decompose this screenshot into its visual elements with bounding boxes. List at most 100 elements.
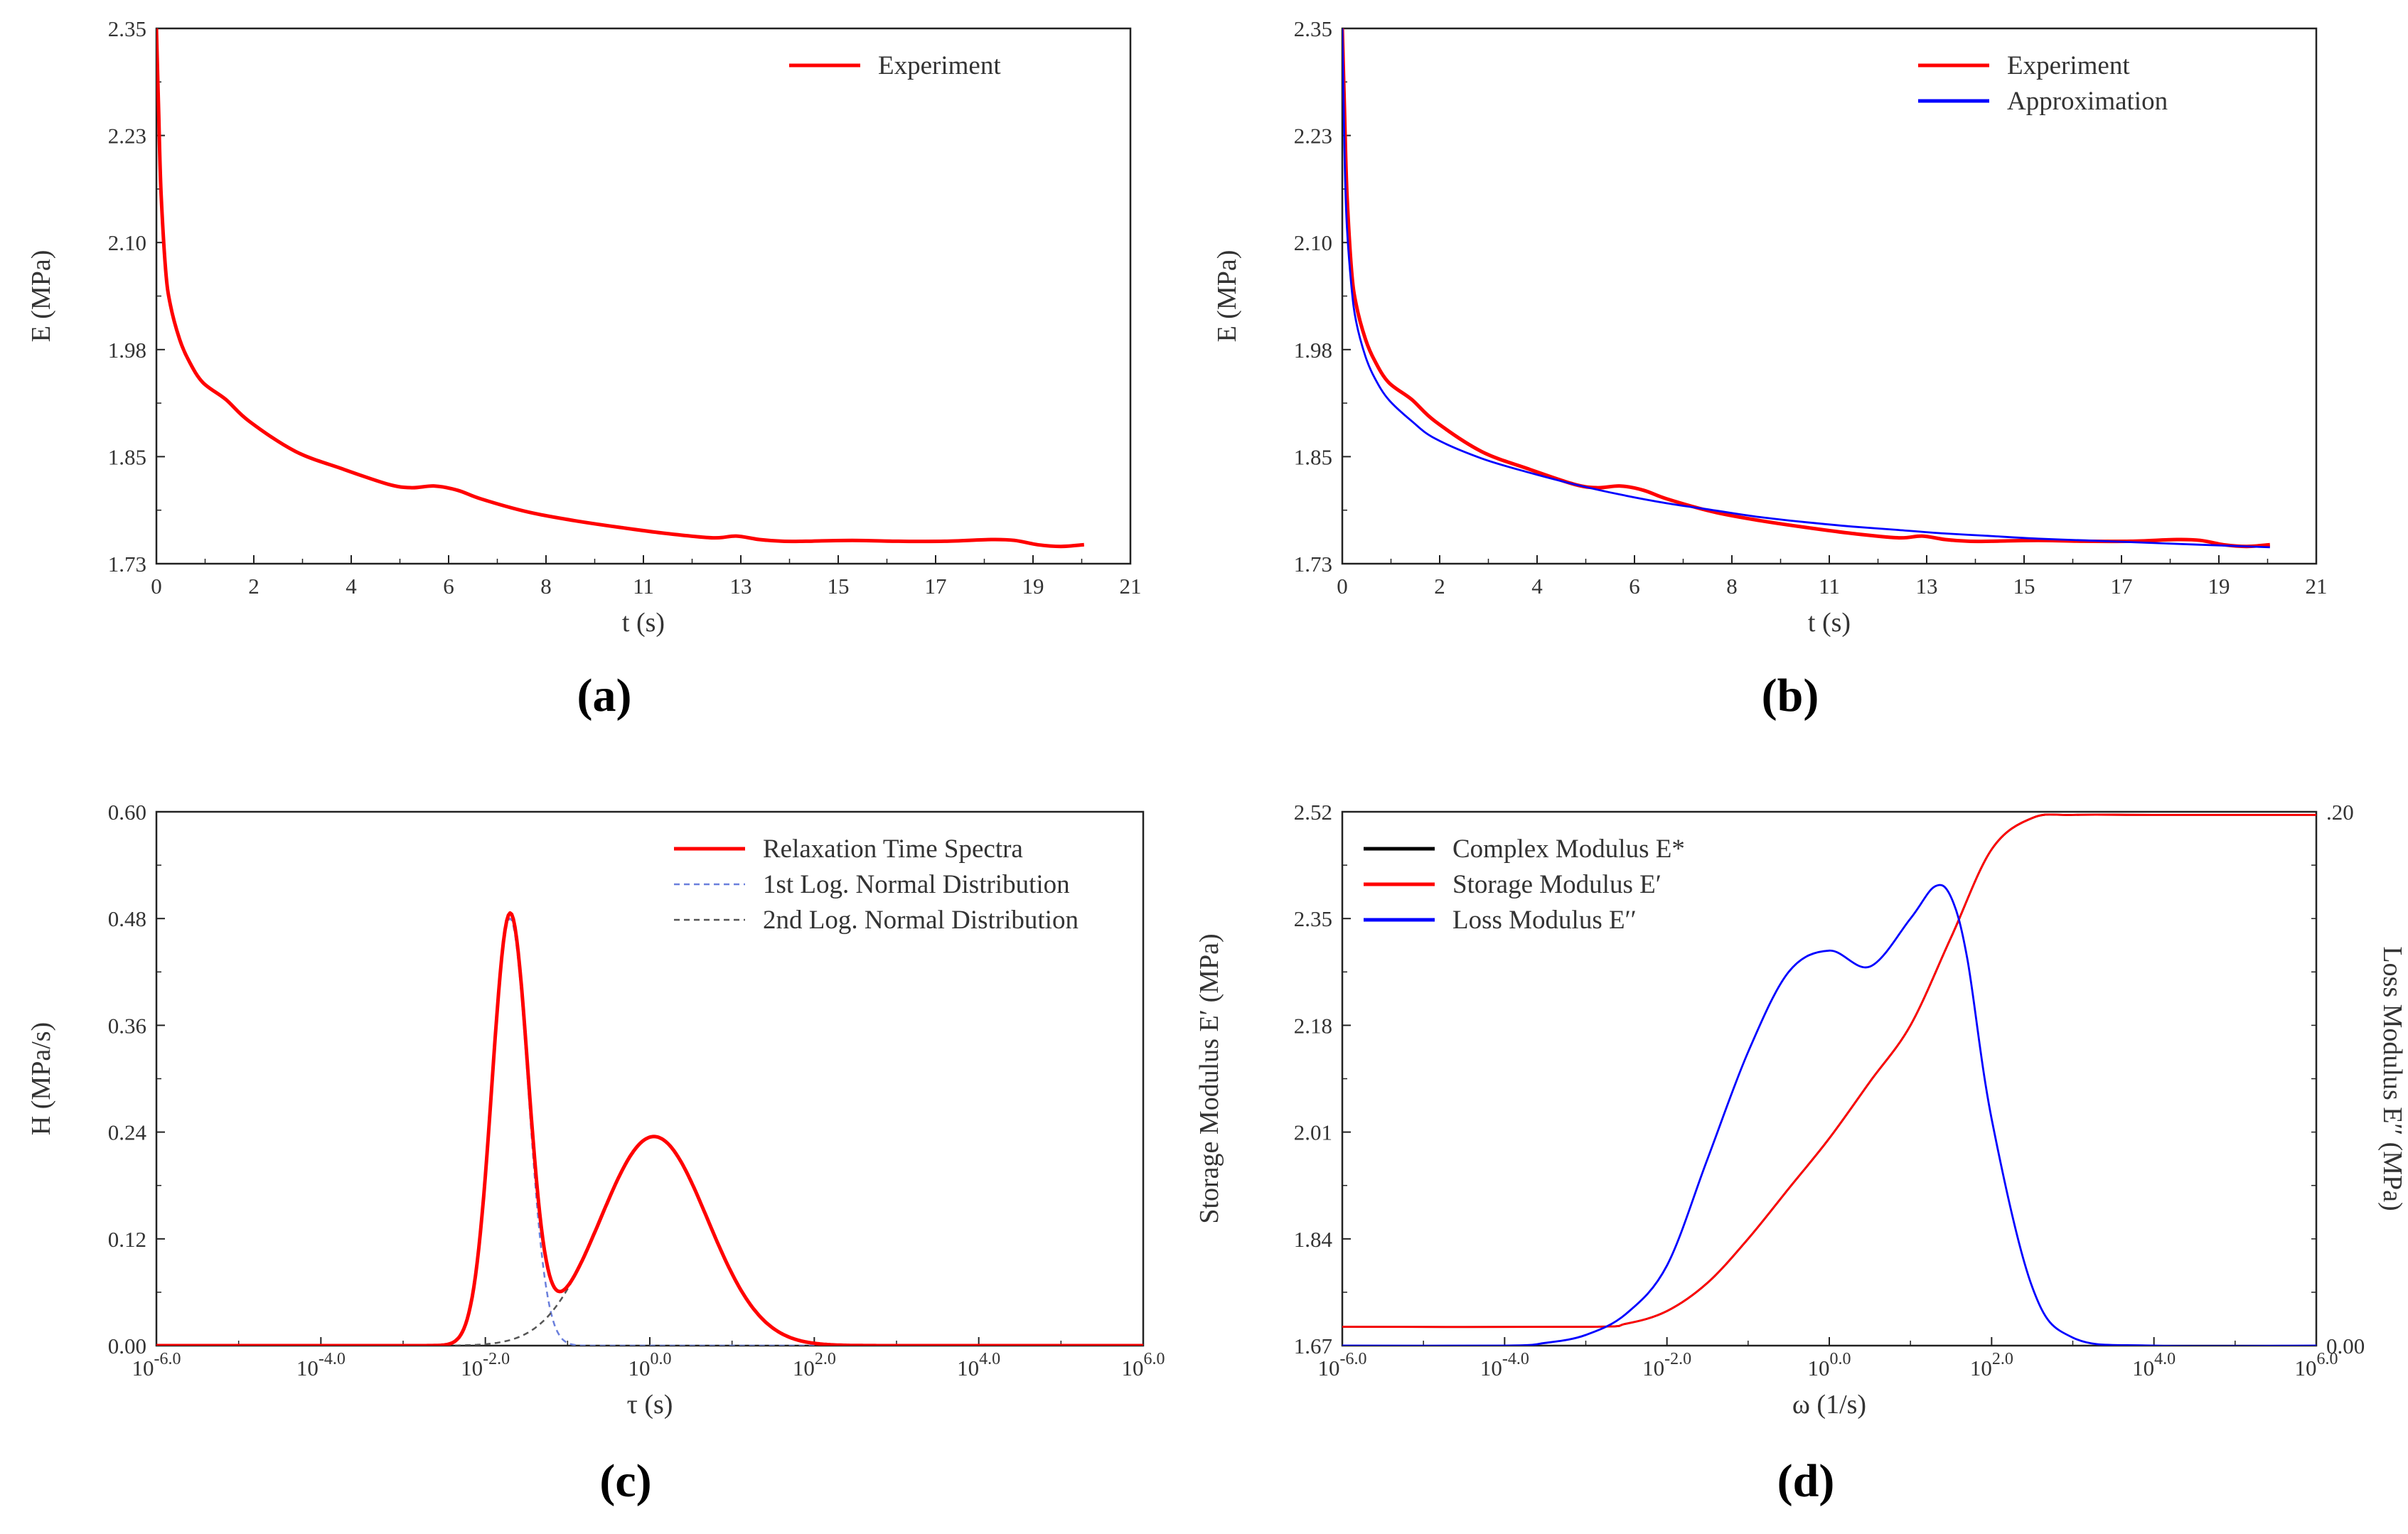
x-tick-label: 10-2.0 (1642, 1350, 1691, 1380)
x-tick-label: 21 (1120, 574, 1142, 599)
y-tick-label: 0.24 (108, 1120, 147, 1145)
panel-label: (a) (577, 670, 632, 722)
x-tick-label: 102.0 (1970, 1350, 2013, 1380)
y-tick-label: 2.52 (1294, 800, 1332, 825)
panel-c: 0.00 0.12 0.24 0.36 0.48 0.60 10-6.0 10-4.0 10-2… (26, 800, 1165, 1507)
y-tick-label: 2.23 (1294, 124, 1332, 149)
series-experiment (156, 28, 1084, 549)
legend: Complex Modulus E* Storage Modulus E′ Loss… (1364, 835, 1685, 935)
x-tick-label: 4 (346, 574, 357, 599)
panel-label: (c) (599, 1455, 651, 1507)
y-tick-label: 1.73 (1294, 552, 1332, 576)
y-axis-title: E (MPa) (26, 250, 56, 343)
x-tick-label: 8 (1726, 574, 1738, 599)
y-tick-label: 1.84 (1294, 1227, 1333, 1252)
series-storage-modulus-e- (1342, 813, 2316, 1329)
x-tick-label: 13 (1916, 574, 1938, 599)
y-axis-title: H (MPa/s) (26, 1022, 56, 1135)
y-axis-title: Storage Modulus E′ (MPa) (1194, 933, 1224, 1223)
plot-frame (1341, 27, 2318, 565)
y-tick-label: 1.67 (1294, 1334, 1332, 1358)
y-tick-label: 0.36 (108, 1013, 146, 1038)
x-tick-label: 100.0 (1808, 1350, 1851, 1380)
y-right-tick-label: .20 (2326, 800, 2354, 825)
series-1st-log-normal-distribution (156, 917, 1143, 1346)
x-tick-label: 2 (248, 574, 259, 599)
legend-label: Storage Modulus E′ (1452, 870, 1661, 899)
series-2nd-log-normal-distribution (156, 1135, 1143, 1346)
legend-label: Loss Modulus E′′ (1452, 906, 1637, 935)
legend-label: Relaxation Time Spectra (763, 835, 1023, 864)
y-tick-label: 2.10 (1294, 230, 1332, 255)
panel-a: 1.73 1.85 1.98 2.10 2.23 2.35 0 2 4 6 8 11 13 15 17 19 2… (26, 16, 1142, 722)
legend-label: Approximation (2007, 87, 2168, 116)
x-axis-title: ω (1/s) (1792, 1390, 1866, 1420)
y-tick-label: 1.98 (1294, 338, 1332, 363)
panel-label: (d) (1777, 1455, 1835, 1507)
x-axis-title: t (s) (1808, 608, 1851, 638)
y-tick-label: 2.35 (108, 16, 146, 41)
series-approximation (1342, 28, 2270, 549)
x-tick-label: 17 (2111, 574, 2133, 599)
x-tick-label: 19 (2208, 574, 2230, 599)
x-tick-label: 0 (151, 574, 162, 599)
y-tick-label: 2.10 (108, 230, 146, 255)
x-tick-label: 10-4.0 (1480, 1350, 1529, 1380)
x-tick-label: 106.0 (2295, 1350, 2338, 1380)
y-axis-title: E (MPa) (1212, 250, 1242, 343)
legend-label: Complex Modulus E* (1452, 835, 1685, 864)
x-tick-label: 17 (925, 574, 947, 599)
x-tick-label: 102.0 (793, 1350, 836, 1380)
x-tick-label: 11 (1819, 574, 1840, 599)
y-right-tick-label: 0.00 (2326, 1334, 2365, 1358)
x-tick-label: 6 (1629, 574, 1640, 599)
y-tick-label: 2.35 (1294, 16, 1332, 41)
x-tick-label: 104.0 (2132, 1350, 2176, 1380)
x-tick-label: 11 (633, 574, 654, 599)
panel-b: 1.73 1.85 1.98 2.10 2.23 2.35 0 2 4 6 8 11 13 15 17 19 2… (1212, 16, 2328, 722)
y-tick-label: 0.00 (108, 1334, 146, 1358)
panel-d: 1.67 1.84 2.01 2.18 2.35 2.52 10-6.0 10-4.0 10-2… (1194, 800, 2407, 1507)
legend-label: 1st Log. Normal Distribution (763, 870, 1070, 899)
y-tick-label: 2.01 (1294, 1120, 1332, 1145)
y-tick-label: 0.60 (108, 800, 146, 825)
legend: Experiment (789, 51, 1001, 80)
y-tick-label: 1.85 (1294, 444, 1332, 469)
x-tick-label: 10-4.0 (296, 1350, 346, 1380)
plot-frame (155, 27, 1132, 565)
legend: Experiment Approximation (1918, 51, 2168, 116)
y-tick-label: 2.35 (1294, 906, 1332, 931)
y-tick-label: 0.12 (108, 1227, 146, 1252)
x-tick-label: 0 (1337, 574, 1348, 599)
y-tick-label: 1.98 (108, 338, 146, 363)
x-tick-label: 106.0 (1122, 1350, 1165, 1380)
x-tick-label: 19 (1022, 574, 1044, 599)
x-axis-title: τ (s) (627, 1390, 673, 1420)
y-tick-label: 1.85 (108, 444, 146, 469)
x-tick-label: 10-6.0 (132, 1350, 181, 1380)
legend-label: Experiment (2007, 51, 2130, 80)
x-tick-label: 10-6.0 (1318, 1350, 1367, 1380)
y-tick-label: 0.48 (108, 906, 146, 931)
x-tick-label: 6 (443, 574, 454, 599)
x-tick-label: 15 (828, 574, 850, 599)
series-relaxation-time-spectra (156, 911, 1143, 1346)
panel-label: (b) (1762, 670, 1819, 722)
legend: Relaxation Time Spectra 1st Log. Normal D… (674, 835, 1079, 935)
x-tick-label: 10-2.0 (461, 1350, 510, 1380)
y-right-axis-title: Loss Modulus E′′ (MPa) (2377, 946, 2407, 1211)
y-tick-label: 2.18 (1294, 1013, 1332, 1038)
x-tick-label: 104.0 (957, 1350, 1000, 1380)
x-axis-title: t (s) (622, 608, 665, 638)
x-tick-label: 15 (2013, 574, 2035, 599)
y-tick-label: 2.23 (108, 124, 146, 149)
x-tick-label: 8 (540, 574, 552, 599)
y-tick-label: 1.73 (108, 552, 146, 576)
x-tick-label: 4 (1531, 574, 1543, 599)
legend-label: Experiment (878, 51, 1001, 80)
x-tick-label: 21 (2306, 574, 2328, 599)
x-tick-label: 100.0 (628, 1350, 672, 1380)
x-tick-label: 13 (730, 574, 752, 599)
legend-label: 2nd Log. Normal Distribution (763, 906, 1079, 935)
